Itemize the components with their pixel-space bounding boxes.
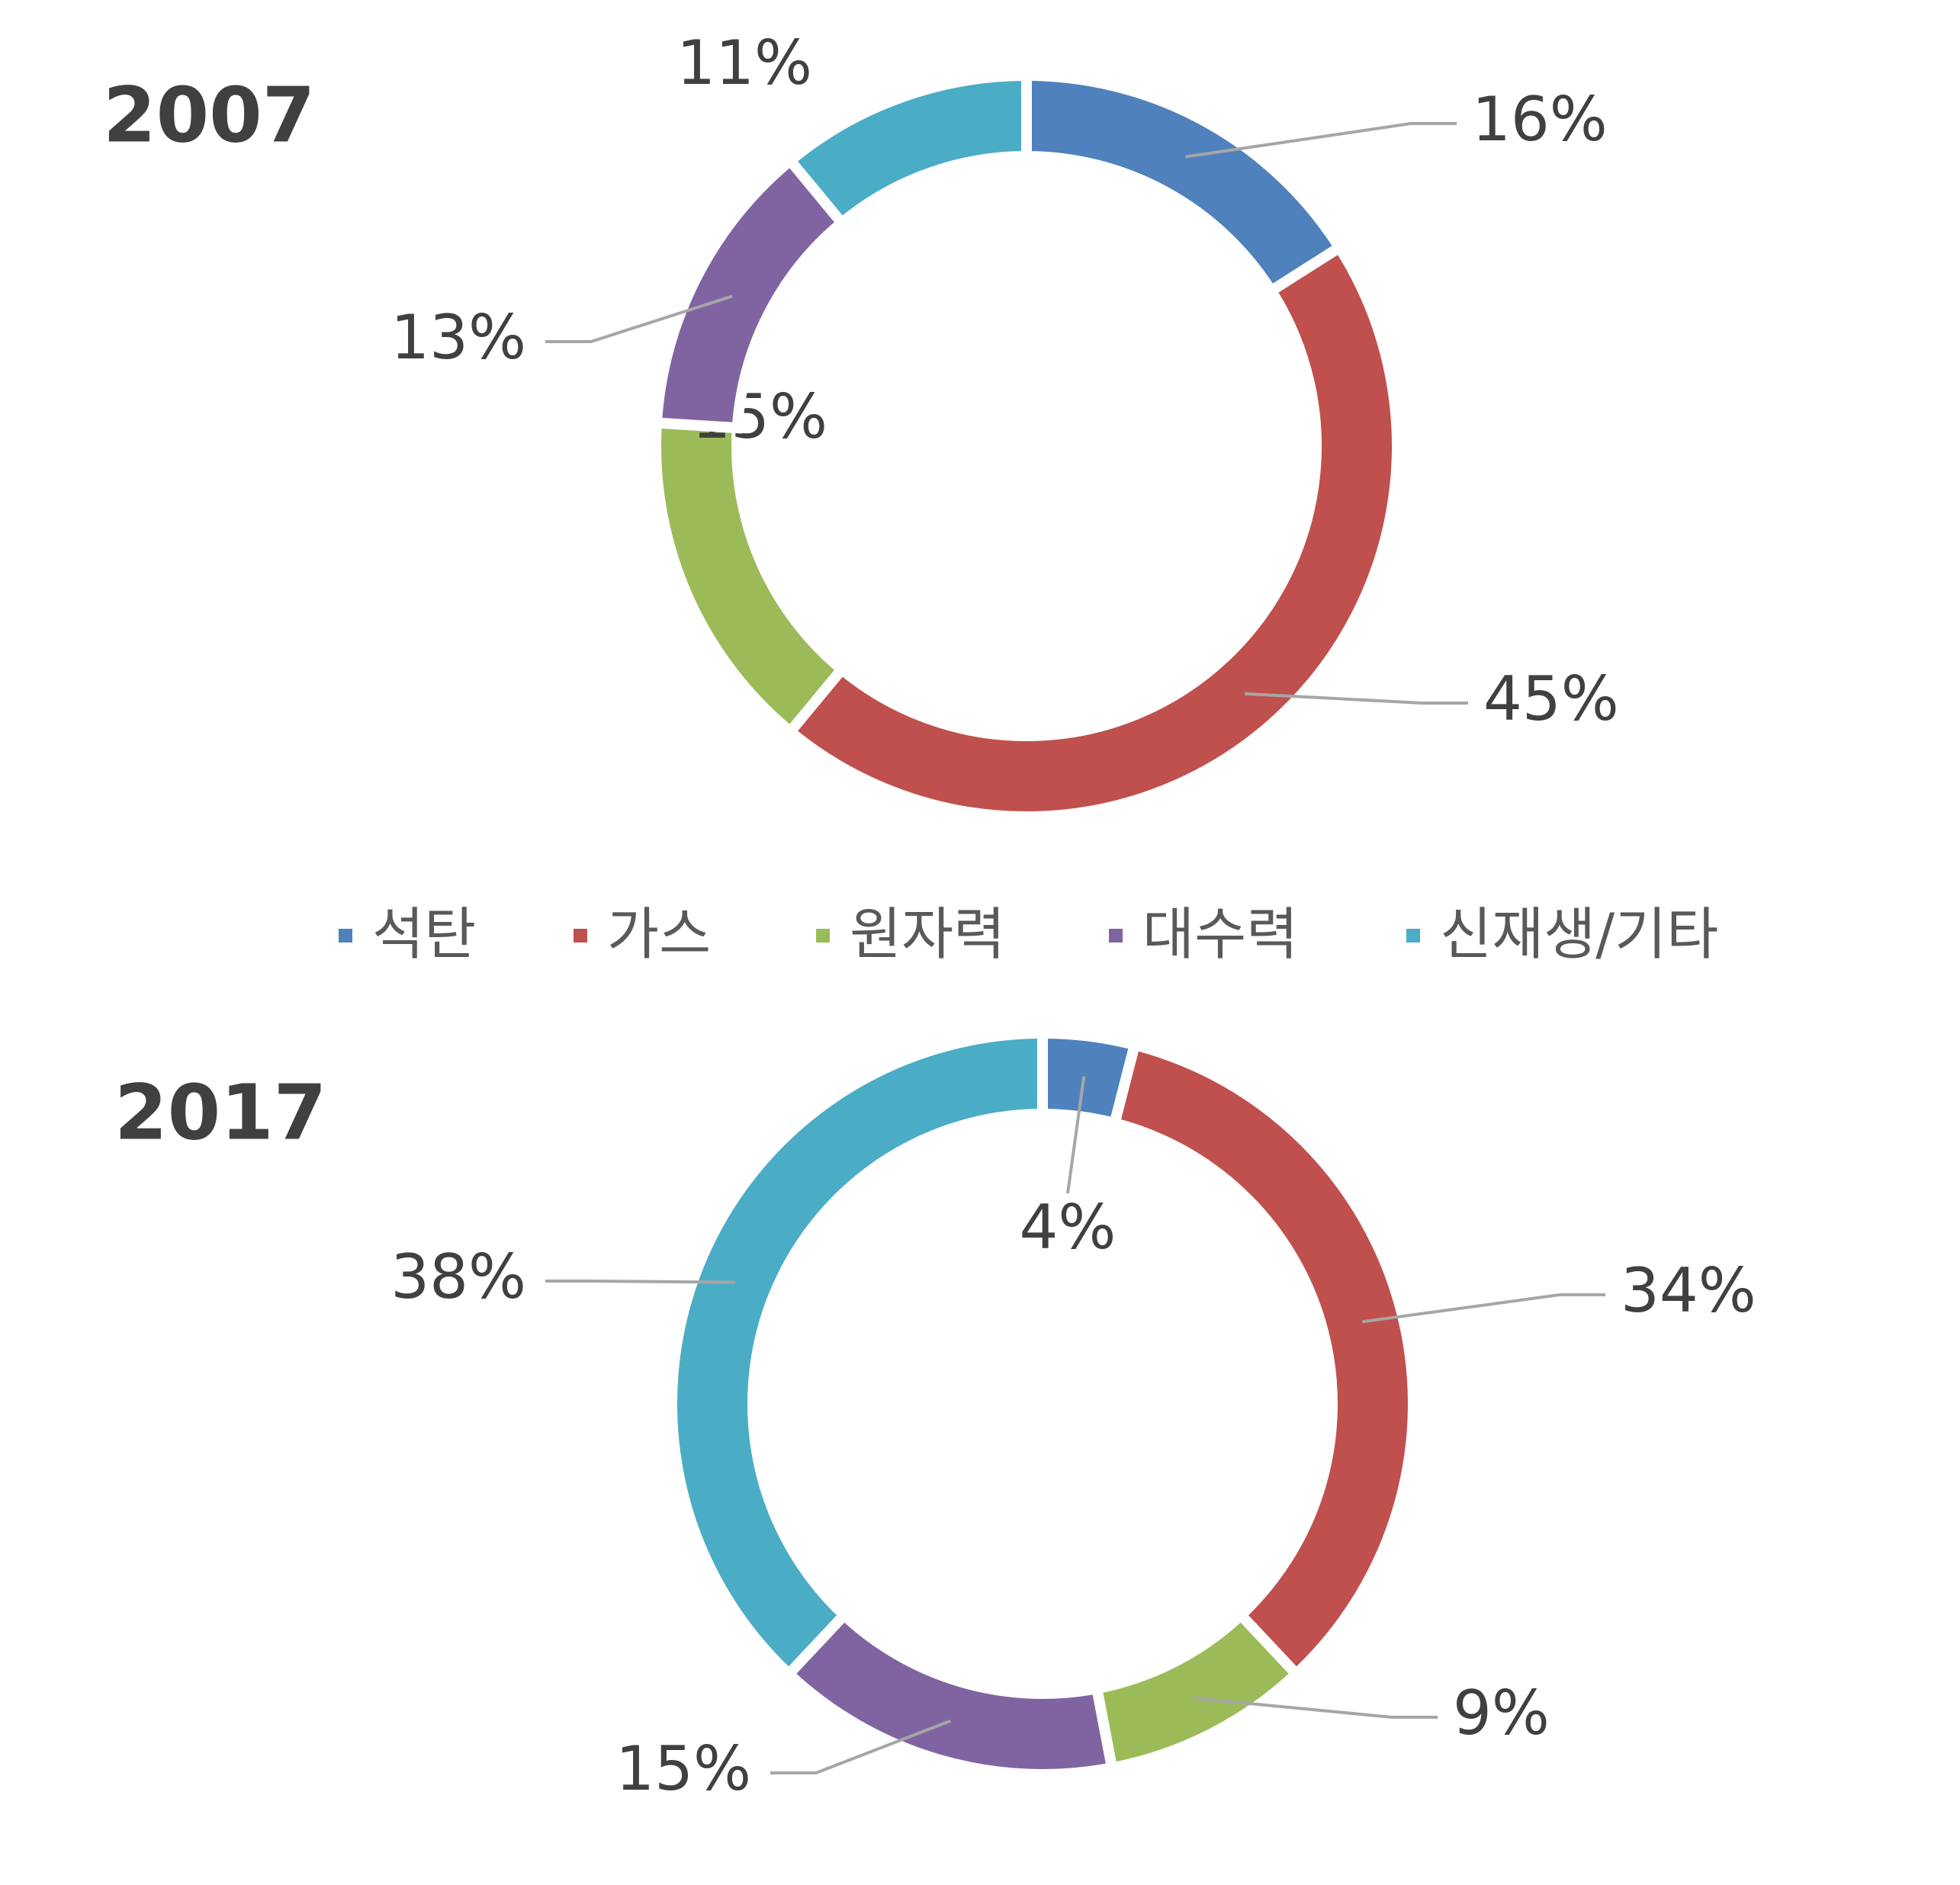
leader-line [1362, 1293, 1605, 1324]
data-label: 13% [390, 302, 526, 373]
leader-line [1245, 692, 1468, 705]
leader-line [1192, 1696, 1438, 1719]
legend-marker [1406, 929, 1420, 942]
data-label: 45% [1483, 663, 1619, 734]
leader-line [545, 294, 733, 343]
legend-marker [1109, 929, 1123, 942]
leader-line [770, 1719, 951, 1774]
legend-marker [574, 929, 587, 942]
chart-title: 2017 [114, 1068, 326, 1157]
data-label: 11% [676, 27, 812, 98]
legend-marker [339, 929, 352, 942]
data-label: 15% [615, 1733, 751, 1804]
donut-segment [782, 69, 1032, 231]
donut-segment [1107, 1038, 1419, 1682]
data-label: 9% [1453, 1678, 1550, 1749]
data-label: 4% [1020, 1192, 1117, 1263]
data-label: 16% [1472, 84, 1608, 155]
legend-label: 신재생/기타 [1440, 902, 1718, 968]
legend-label: 가스 [607, 902, 711, 968]
legend-label: 대수력 [1142, 902, 1298, 968]
donut-segment [667, 1027, 1048, 1682]
leader-line [545, 1280, 736, 1284]
donut-segment [782, 239, 1403, 822]
chart-title: 2007 [103, 70, 315, 159]
data-label: 34% [1621, 1255, 1756, 1326]
legend-label: 석탄 [372, 902, 476, 968]
leader-line [1066, 1076, 1086, 1194]
legend-marker [816, 929, 830, 942]
data-label: 38% [390, 1241, 526, 1312]
leader-line [1185, 122, 1457, 159]
legend-label: 원자력 [850, 902, 1005, 968]
